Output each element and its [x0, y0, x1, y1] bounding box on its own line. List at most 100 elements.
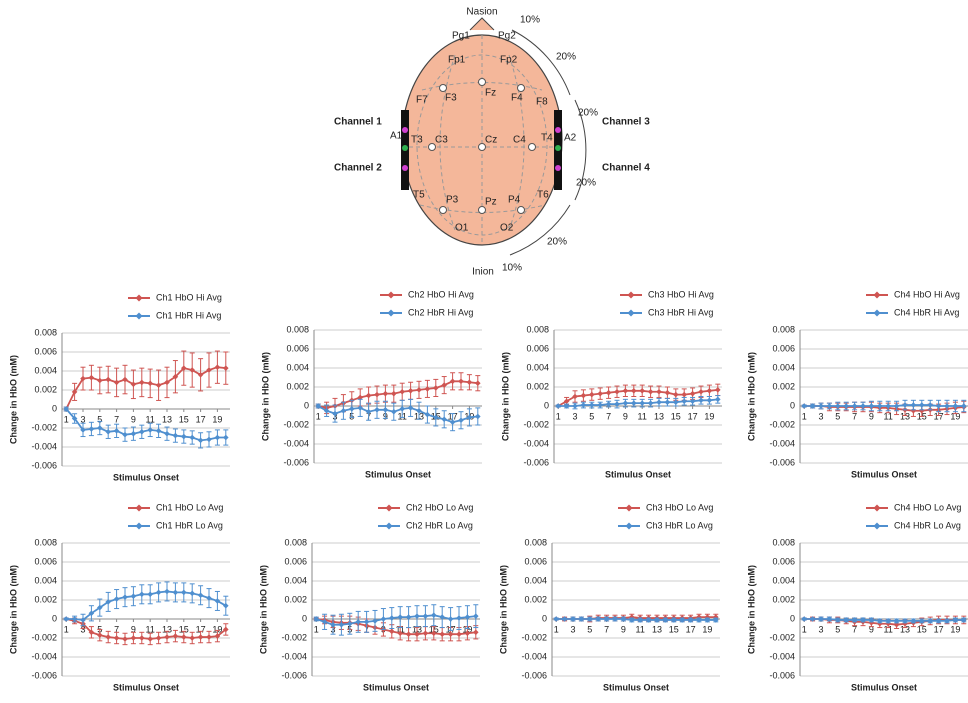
electrode [517, 206, 525, 214]
data-point [315, 403, 321, 409]
data-point [206, 634, 212, 640]
data-point [139, 635, 145, 641]
data-point [458, 378, 464, 385]
y-tick-label: 0.002 [772, 381, 795, 391]
y-tick-label: 0.006 [772, 556, 795, 566]
electrode-label: Pz [485, 197, 497, 208]
chart-panel: -0.006 -0.004 -0.002 0 0.002 0.004 0.006 0.008 1… [500, 289, 722, 479]
data-point [433, 414, 439, 421]
x-tick-label: 1 [554, 624, 559, 634]
chart-panel: -0.006 -0.004 -0.002 0 0.002 0.004 0.006 0.008 1… [498, 502, 720, 692]
electrode-label: F7 [416, 95, 428, 106]
x-tick-label: 5 [97, 414, 102, 424]
data-point [809, 403, 816, 409]
x-tick-label: 3 [818, 411, 823, 421]
electrode-label: P3 [446, 195, 459, 206]
data-point [97, 604, 103, 611]
data-point [662, 617, 669, 623]
data-point [885, 618, 891, 624]
data-point [405, 631, 412, 637]
data-point [647, 400, 654, 406]
legend-label: Ch4 HbO Lo Avg [894, 502, 961, 512]
data-point [464, 630, 471, 637]
y-axis-title: Change in HbO (mM) [258, 565, 268, 654]
electrode-label: A1 [390, 131, 403, 142]
data-point [181, 589, 187, 596]
x-tick-label: 15 [179, 414, 189, 424]
data-point [155, 589, 162, 596]
x-tick-label: 17 [688, 411, 698, 421]
data-point [391, 408, 397, 415]
data-point [63, 406, 69, 412]
data-point [809, 616, 816, 622]
data-point [374, 391, 380, 398]
data-point [919, 618, 925, 624]
electrode [517, 84, 525, 92]
y-tick-label: 0.008 [34, 327, 57, 337]
y-tick-label: -0.002 [769, 632, 795, 642]
legend-label: Ch1 HbO Lo Avg [156, 502, 223, 512]
data-point [553, 616, 559, 622]
y-tick-label: 0.004 [526, 362, 549, 372]
data-point [330, 621, 336, 628]
data-point [130, 593, 137, 599]
data-point [706, 388, 713, 394]
data-point [97, 425, 103, 431]
legend-label: Ch3 HbO Hi Avg [648, 289, 714, 299]
data-point [961, 617, 967, 623]
legend-marker [135, 504, 143, 512]
data-point [223, 434, 229, 441]
data-point [944, 618, 950, 624]
y-tick-label: 0 [790, 400, 795, 410]
x-tick-label: 3 [572, 411, 577, 421]
x-tick-label: 1 [314, 624, 319, 634]
nasion-label: Nasion [466, 7, 497, 18]
data-point [422, 613, 429, 619]
y-tick-label: -0.006 [769, 670, 795, 680]
data-point [113, 596, 120, 602]
data-point [181, 365, 187, 371]
data-point [893, 621, 900, 628]
head-diagram: Nasion Inion 10% 20% 20% 20% 20% 10% Pg1… [334, 7, 650, 278]
data-point [431, 612, 437, 618]
y-axis-title: Change in HbO (mM) [498, 565, 508, 654]
optode [402, 145, 408, 151]
x-axis-title: Stimulus Onset [365, 469, 431, 479]
data-point [105, 376, 111, 383]
legend-marker [387, 291, 395, 299]
x-tick-label: 7 [852, 624, 857, 634]
data-point [363, 619, 370, 625]
data-point [698, 397, 704, 404]
y-tick-label: 0.006 [524, 556, 547, 566]
y-tick-label: 0 [302, 613, 307, 623]
data-point [475, 380, 481, 386]
x-tick-label: 7 [604, 624, 609, 634]
data-point [927, 402, 933, 408]
channel-label: Channel 4 [602, 163, 650, 174]
x-tick-label: 11 [146, 414, 155, 424]
data-point [902, 620, 908, 627]
y-tick-label: -0.004 [283, 438, 309, 448]
y-tick-label: -0.004 [31, 651, 57, 661]
y-tick-label: -0.002 [769, 419, 795, 429]
y-tick-label: 0.008 [772, 537, 795, 547]
data-point [681, 391, 687, 398]
data-point [595, 616, 601, 622]
y-tick-label: 0.004 [772, 362, 795, 372]
data-point [622, 400, 629, 406]
electrode [439, 84, 447, 92]
data-point [347, 620, 353, 627]
data-point [639, 388, 645, 394]
data-point [197, 634, 204, 640]
data-point [172, 633, 179, 639]
data-point [172, 373, 179, 380]
data-point [622, 388, 629, 394]
electrode-label: C3 [435, 135, 448, 146]
legend-label: Ch2 HbR Lo Avg [406, 520, 473, 530]
chart-panel: -0.006 -0.004 -0.002 0 0.002 0.004 0.006 0.008 1… [746, 502, 968, 692]
x-axis-title: Stimulus Onset [851, 682, 917, 692]
electrodes [428, 78, 536, 214]
y-axis-title: Change in HbO (mM) [500, 352, 510, 441]
data-point [673, 399, 679, 405]
data-point [130, 430, 137, 437]
